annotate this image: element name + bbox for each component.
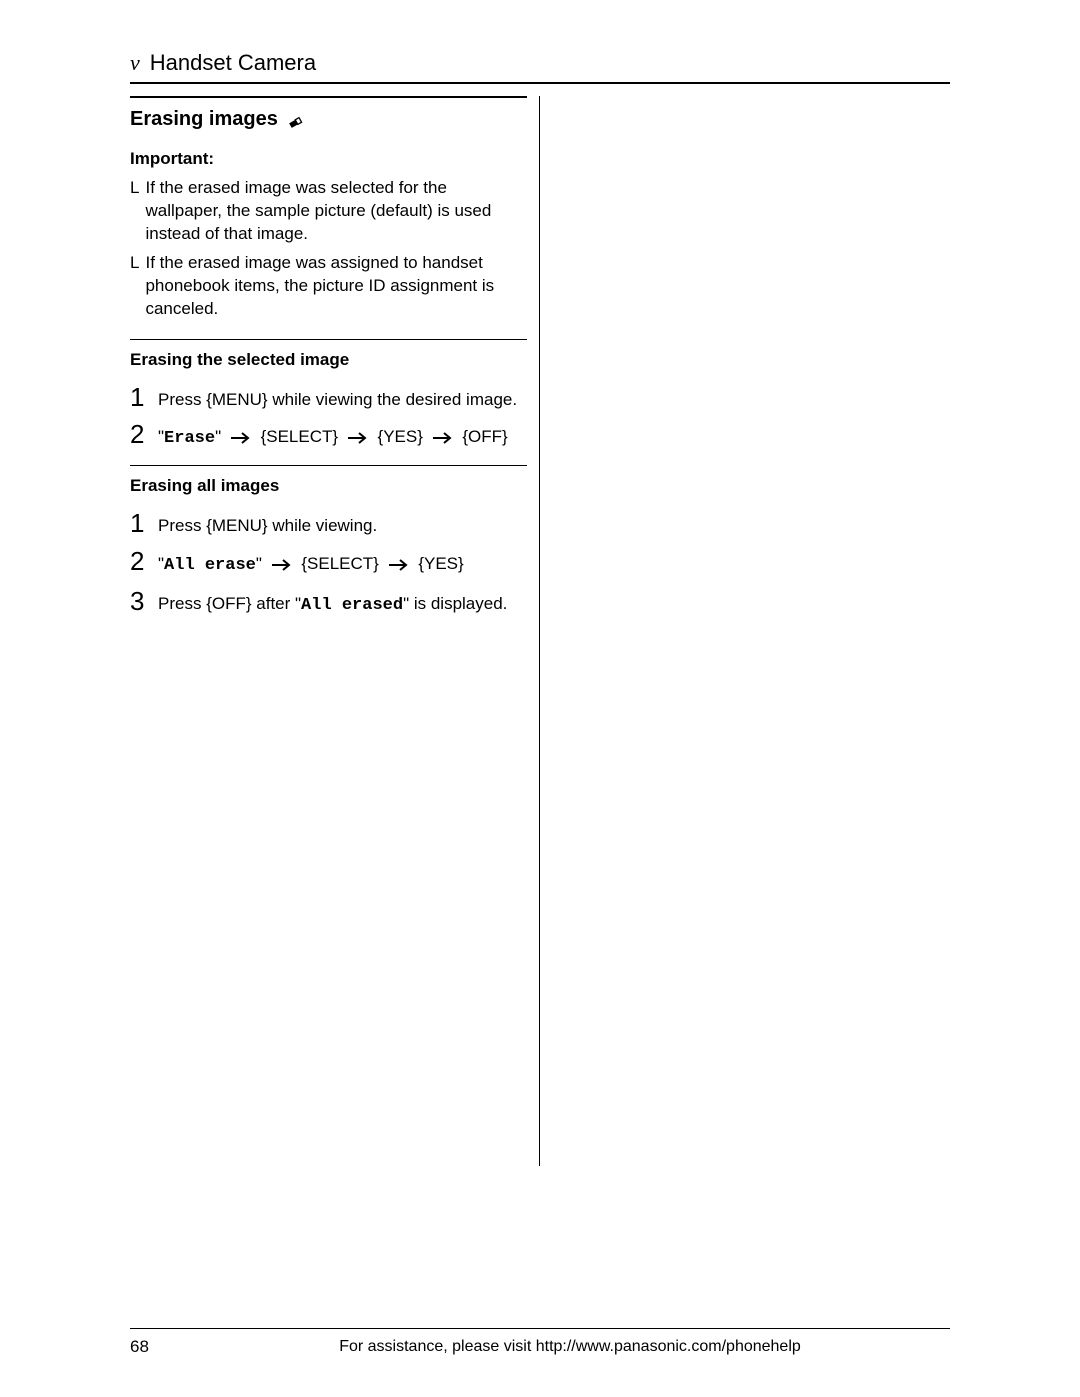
- step-text: Press {OFF} after "All erased" is displa…: [158, 588, 507, 618]
- page-footer: 68 For assistance, please visit http://w…: [130, 1328, 950, 1357]
- step-item: 2 "All erase" {SELECT} {YES}: [130, 548, 527, 578]
- header-title: v Handset Camera: [130, 50, 950, 76]
- step-number: 2: [130, 548, 148, 574]
- step-text: Press {MENU} while viewing the desired i…: [158, 384, 517, 412]
- step-number: 3: [130, 588, 148, 614]
- footer-text: For assistance, please visit http://www.…: [190, 1338, 950, 1356]
- bullet-marker: L: [130, 252, 139, 275]
- step-text: "All erase" {SELECT} {YES}: [158, 548, 464, 578]
- header-prefix: v: [130, 50, 140, 76]
- section-rule: [130, 96, 527, 98]
- bullet-text: If the erased image was assigned to hand…: [145, 252, 527, 321]
- sub-title-2: Erasing all images: [130, 476, 527, 496]
- step-item: 1 Press {MENU} while viewing the desired…: [130, 384, 527, 412]
- section-title-text: Erasing images: [130, 108, 278, 131]
- step-item: 1 Press {MENU} while viewing.: [130, 510, 527, 538]
- sub-rule: [130, 465, 527, 466]
- sub-rule: [130, 339, 527, 340]
- arrow-icon: [271, 559, 293, 571]
- bullet-text: If the erased image was selected for the…: [145, 177, 527, 246]
- bullet-marker: L: [130, 177, 139, 200]
- important-label: Important:: [130, 149, 527, 169]
- step-text: "Erase" {SELECT} {YES} {OFF}: [158, 421, 508, 451]
- arrow-icon: [388, 559, 410, 571]
- left-column: Erasing images Important: L If the erase…: [130, 96, 540, 1166]
- step-item: 2 "Erase" {SELECT} {YES} {OFF}: [130, 421, 527, 451]
- sub-title-1: Erasing the selected image: [130, 350, 527, 370]
- arrow-icon: [347, 432, 369, 444]
- manual-page: v Handset Camera Erasing images Importan…: [0, 0, 1080, 1397]
- step-text: Press {MENU} while viewing.: [158, 510, 377, 538]
- section-title: Erasing images: [130, 108, 527, 131]
- bullet-item: L If the erased image was assigned to ha…: [130, 252, 527, 321]
- step-list-2: 1 Press {MENU} while viewing. 2 "All era…: [130, 510, 527, 617]
- step-number: 1: [130, 510, 148, 536]
- bullet-item: L If the erased image was selected for t…: [130, 177, 527, 246]
- arrow-icon: [230, 432, 252, 444]
- eraser-icon: [286, 113, 304, 127]
- step-number: 1: [130, 384, 148, 410]
- step-number: 2: [130, 421, 148, 447]
- arrow-icon: [432, 432, 454, 444]
- right-column: [540, 96, 950, 1166]
- important-bullets: L If the erased image was selected for t…: [130, 177, 527, 321]
- page-header: v Handset Camera: [130, 50, 950, 84]
- step-item: 3 Press {OFF} after "All erased" is disp…: [130, 588, 527, 618]
- step-list-1: 1 Press {MENU} while viewing the desired…: [130, 384, 527, 452]
- header-text: Handset Camera: [150, 50, 316, 76]
- page-number: 68: [130, 1337, 190, 1357]
- content-area: Erasing images Important: L If the erase…: [130, 96, 950, 1166]
